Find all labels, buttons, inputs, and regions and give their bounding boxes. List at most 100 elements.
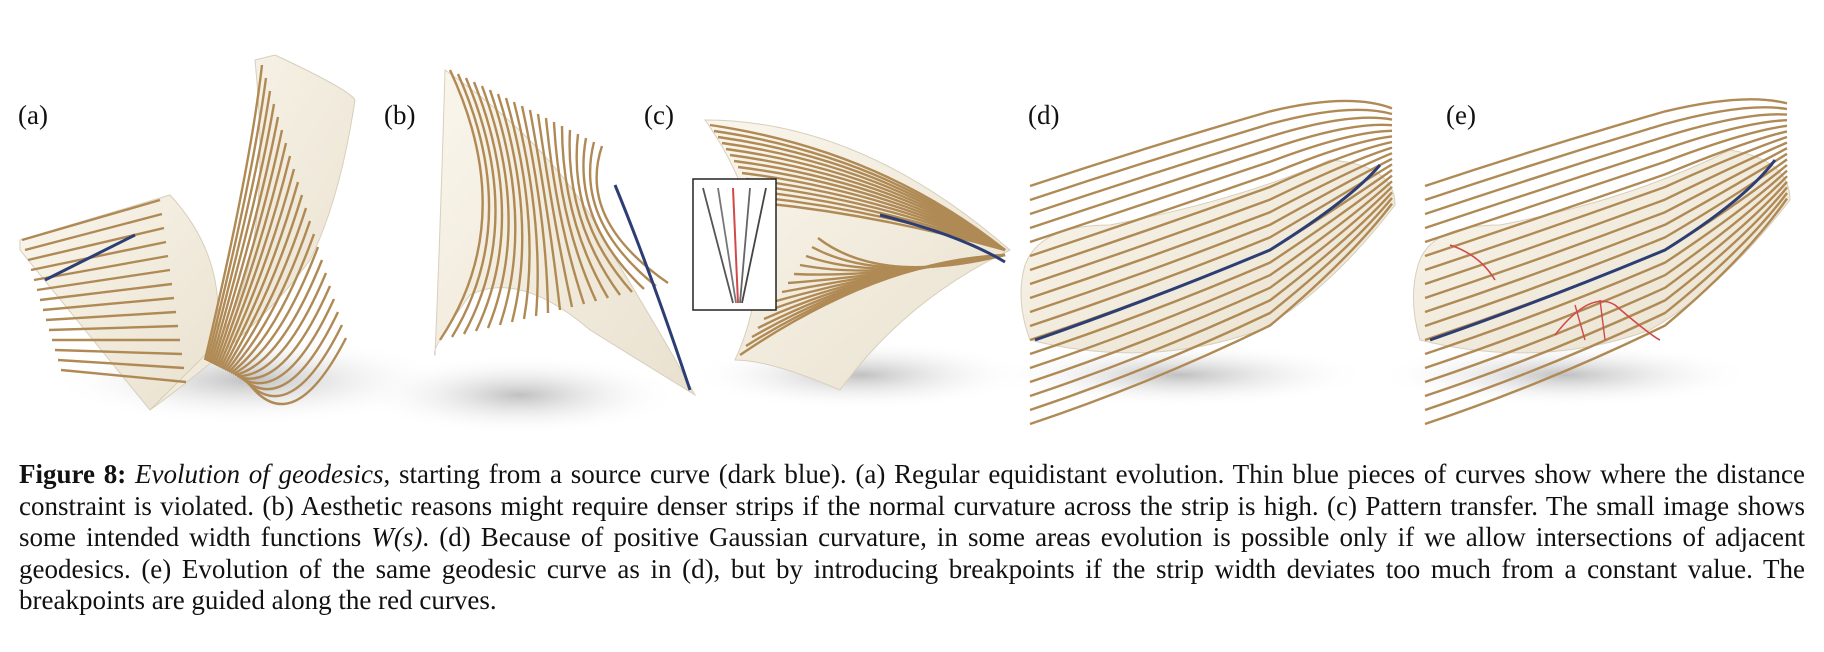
geodesic-line <box>1029 146 1393 286</box>
geodesic-line <box>480 85 510 329</box>
geodesic-line <box>230 233 316 374</box>
geodesic-line <box>234 259 324 377</box>
panel-d-surface <box>990 99 1396 426</box>
geodesic-line <box>1029 185 1393 384</box>
geodesic-line <box>1424 192 1788 412</box>
panel-c-surface <box>690 119 1030 410</box>
geodesic-line <box>488 89 517 326</box>
geodesic-line <box>232 246 320 376</box>
geodesic-line <box>450 73 491 338</box>
geodesic-line <box>21 198 161 242</box>
geodesic-line <box>504 97 531 320</box>
geodesic-line <box>1029 129 1393 244</box>
panel-e-surface <box>1375 98 1791 426</box>
figure-illustrations <box>19 54 1791 435</box>
panel-label-d: (d) <box>1028 100 1060 130</box>
geodesic-line <box>568 129 621 296</box>
geodesic-line <box>520 105 550 314</box>
geodesic-line <box>221 181 300 370</box>
geodesic-line <box>1424 106 1788 202</box>
geodesic-line <box>1424 124 1788 244</box>
geodesic-line <box>761 201 1006 252</box>
caption-text-1: , starting from a source curve (dark blu… <box>19 459 1806 552</box>
geodesic-line <box>42 296 175 312</box>
geodesic-line <box>242 311 340 391</box>
geodesic-line <box>1424 169 1788 356</box>
geodesic-line <box>1424 181 1788 384</box>
geodesic-line <box>1029 123 1393 230</box>
panel-e-breakpoint-curve <box>1449 244 1496 281</box>
geodesic-line <box>1029 202 1393 426</box>
geodesic-line <box>560 125 610 299</box>
geodesic-line <box>472 81 504 332</box>
geodesic-line <box>1424 175 1788 370</box>
geodesic-line <box>439 69 484 341</box>
panel-label-a: (a) <box>18 100 48 130</box>
geodesic-line <box>1424 186 1788 398</box>
geodesic-line <box>1424 98 1788 188</box>
geodesic-line <box>228 220 312 373</box>
geodesic-line <box>211 116 280 365</box>
geodesic-line <box>575 133 633 293</box>
panel-e-breakpoint-curve <box>1574 299 1606 341</box>
geodesic-line <box>213 129 284 366</box>
geodesic-line <box>57 358 185 370</box>
geodesic-line <box>1029 152 1393 300</box>
panel-label-e: (e) <box>1446 100 1476 130</box>
geodesic-line <box>1424 135 1788 272</box>
panel-e-breakpoint-curve <box>1554 300 1661 341</box>
figure-number: Figure 8: <box>19 459 127 489</box>
geodesic-line <box>1424 113 1788 216</box>
geodesic-line <box>54 348 183 356</box>
panel-a-surface <box>19 54 450 425</box>
geodesic-line <box>1029 108 1393 202</box>
geodesic-line <box>215 142 288 367</box>
geodesic-line <box>48 324 179 332</box>
panel-b-source-curve <box>613 184 692 391</box>
geodesic-line <box>219 168 296 369</box>
geodesic-line <box>1029 140 1393 272</box>
figure-area: (a) (b) (c) (d) (e) <box>18 54 1791 435</box>
geodesic-line <box>817 237 1006 269</box>
geodesic-line <box>1029 174 1393 356</box>
geodesic-line <box>582 137 645 290</box>
geodesic-line <box>1029 116 1393 216</box>
geodesic-line <box>236 272 328 378</box>
geodesic-line <box>1029 197 1393 412</box>
geodesic-line <box>496 93 524 323</box>
geodesic-line <box>528 109 562 311</box>
panel-d-source-curve <box>1034 164 1382 342</box>
geodesic-line <box>24 212 163 252</box>
geodesic-line <box>1424 152 1788 314</box>
geodesic-line <box>223 194 304 371</box>
geodesic-line <box>1424 119 1788 230</box>
geodesic-line <box>36 268 171 292</box>
geodesic-line <box>1029 135 1393 258</box>
geodesic-line <box>512 101 539 317</box>
geodesic-line <box>1029 191 1393 398</box>
caption-math: W(s) <box>371 522 423 552</box>
panel-c-inset-width-functions <box>692 178 777 311</box>
geodesic-line <box>462 77 497 335</box>
panel-e-source-curve <box>1429 159 1777 342</box>
geodesic-line <box>27 226 165 262</box>
panel-a-source-curve <box>44 233 136 282</box>
geodesic-line <box>536 113 574 308</box>
geodesic-line <box>246 337 348 406</box>
geodesic-line <box>217 155 292 368</box>
geodesic-line <box>1424 197 1788 426</box>
geodesic-line <box>30 240 167 272</box>
geodesic-line <box>39 282 173 302</box>
geodesic-line <box>1029 180 1393 370</box>
geodesic-line <box>1424 141 1788 286</box>
geodesic-line <box>226 207 308 372</box>
geodesic-line <box>203 64 264 361</box>
geodesic-line <box>1424 130 1788 258</box>
geodesic-line <box>238 285 332 380</box>
geodesic-line <box>207 90 272 363</box>
caption-title: Evolution of geodesics <box>135 459 384 489</box>
panel-c-source-curve <box>879 213 1006 264</box>
geodesic-line <box>544 117 586 305</box>
geodesic-line <box>45 310 177 322</box>
geodesic-line <box>244 324 344 398</box>
